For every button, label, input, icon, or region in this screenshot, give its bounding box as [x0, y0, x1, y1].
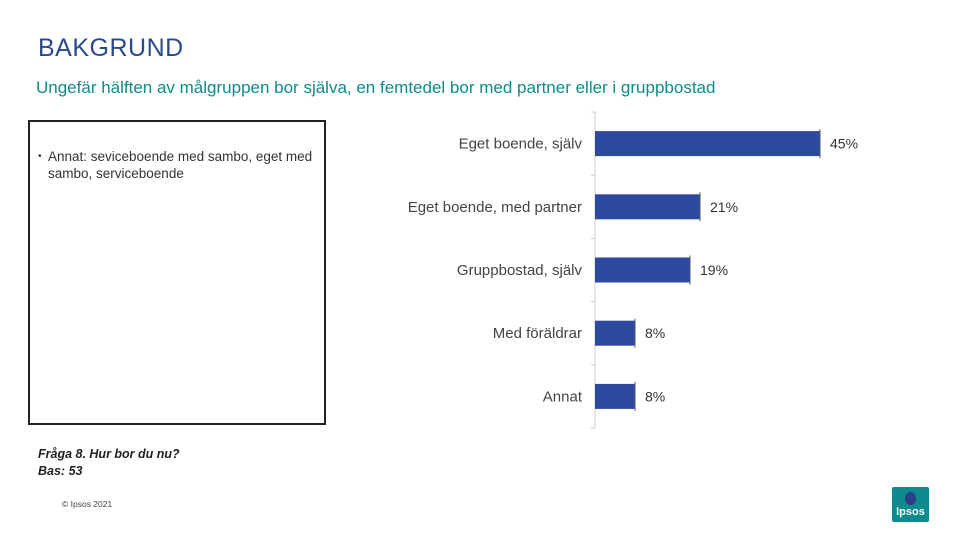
note-text-container: • Annat: seviceboende med sambo, eget me…	[38, 148, 318, 182]
category-label: Eget boende, med partner	[408, 199, 582, 216]
base-text: Bas: 53	[38, 464, 83, 478]
value-label: 8%	[645, 325, 665, 341]
bar	[595, 257, 690, 283]
question-text: Fråga 8. Hur bor du nu?	[38, 447, 180, 461]
value-label: 45%	[830, 136, 858, 152]
copyright-text: © Ipsos 2021	[62, 499, 113, 509]
page-subtitle: Ungefär hälften av målgruppen bor själva…	[36, 78, 716, 97]
value-label: 8%	[645, 388, 665, 404]
bar	[595, 383, 635, 409]
bar	[595, 131, 820, 157]
ipsos-logo-mark-icon	[905, 492, 916, 505]
note-text: Annat: seviceboende med sambo, eget med …	[48, 149, 313, 181]
category-label: Gruppbostad, själv	[457, 262, 583, 279]
logo-text: Ipsos	[896, 506, 925, 518]
bar	[595, 320, 635, 346]
category-label: Med föräldrar	[493, 325, 582, 342]
bar	[595, 194, 700, 220]
page-title: BAKGRUND	[38, 34, 184, 62]
value-label: 21%	[710, 199, 738, 215]
bullet-icon: •	[38, 151, 42, 162]
question-info: Fråga 8. Hur bor du nu? Bas: 53	[38, 446, 180, 480]
category-label: Eget boende, själv	[459, 136, 583, 153]
note-box: • Annat: seviceboende med sambo, eget me…	[28, 120, 326, 425]
value-label: 19%	[700, 262, 728, 278]
category-label: Annat	[543, 388, 583, 405]
ipsos-logo: Ipsos	[892, 487, 929, 522]
